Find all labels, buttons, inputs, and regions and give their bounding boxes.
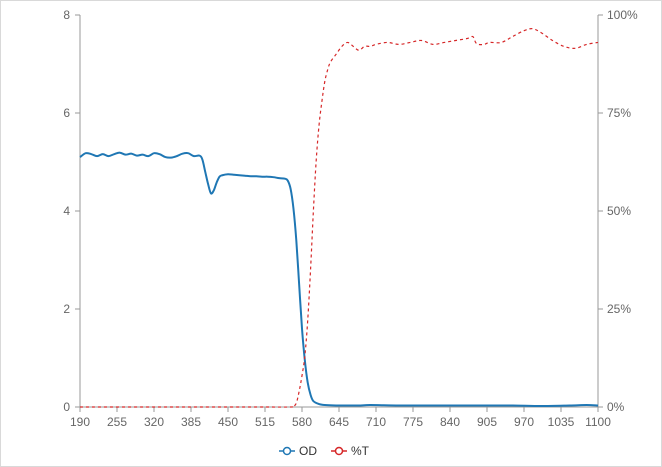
legend-item[interactable]: OD <box>279 444 317 458</box>
y-left-tick-label: 2 <box>63 302 70 316</box>
x-tick-label: 840 <box>440 415 460 429</box>
x-tick-label: 255 <box>107 415 127 429</box>
y-right-tick-label: 75% <box>607 106 631 120</box>
x-tick-label: 710 <box>366 415 386 429</box>
x-tick-label: 450 <box>218 415 238 429</box>
x-tick-label: 320 <box>144 415 164 429</box>
legend-marker-icon <box>334 446 344 456</box>
x-tick-label: 775 <box>403 415 423 429</box>
y-left-tick-label: 8 <box>63 8 70 22</box>
legend-item[interactable]: %T <box>331 444 370 458</box>
x-tick-label: 1035 <box>548 415 575 429</box>
x-tick-label: 645 <box>329 415 349 429</box>
legend-label: %T <box>351 444 370 458</box>
x-tick-label: 1100 <box>585 415 611 429</box>
y-right-tick-label: 50% <box>607 204 631 218</box>
x-tick-label: 970 <box>514 415 534 429</box>
series-line-percent-t <box>79 28 599 408</box>
y-right-tick-label: 100% <box>607 8 638 22</box>
axes: 190 255 320 385 450 515 580 645 710 775 840 905 970 1… <box>63 8 638 429</box>
y-left-tick-label: 0 <box>63 400 70 414</box>
legend-label: OD <box>299 444 317 458</box>
legend-marker-icon <box>282 446 292 456</box>
series-lines <box>79 28 599 408</box>
x-tick-label: 515 <box>255 415 275 429</box>
y-right-tick-label: 0% <box>607 400 625 414</box>
x-tick-label: 905 <box>477 415 497 429</box>
x-tick-label: 580 <box>292 415 312 429</box>
y-left-tick-label: 4 <box>63 204 70 218</box>
x-tick-label: 385 <box>181 415 201 429</box>
legend[interactable]: OD %T <box>279 444 370 458</box>
y-right-tick-label: 25% <box>607 302 631 316</box>
series-line-od <box>79 151 599 408</box>
y-left-tick-label: 6 <box>63 106 70 120</box>
x-tick-label: 190 <box>70 415 90 429</box>
